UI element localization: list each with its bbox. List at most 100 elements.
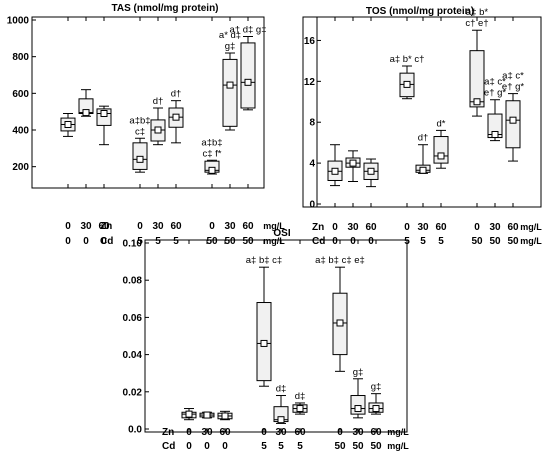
cd-value: 5 [261,441,267,452]
cd-row-label: Cd [100,236,113,247]
significance-label: e† g* [502,82,524,93]
zn-row-label: Zn [162,427,174,438]
cd-value: 5 [278,441,284,452]
mean-marker [331,167,339,175]
cd-value: 0 [204,441,210,452]
cd-value: 5 [155,236,161,247]
mean-marker [296,405,304,413]
cd-row-label: Cd [162,441,175,452]
significance-label: g‡ [225,41,236,52]
zn-value: 60 [507,222,519,233]
mean-marker [244,78,252,86]
plot-frame [144,239,408,433]
y-tick-label: 400 [12,126,29,137]
box-group: a† d‡ g‡ [230,25,266,111]
zn-value: 0 [474,222,480,233]
cd-unit: mg/L [387,441,409,451]
cd-value: 0 [350,236,356,247]
mean-marker [367,167,375,175]
box-group [327,144,343,187]
cd-value: 5 [297,441,303,452]
y-tick-label: 12 [304,77,316,88]
significance-label: a‡ b‡ c‡ e‡ [315,255,365,266]
box-group: g‡ [350,367,366,419]
y-tick-label: 8 [309,118,315,129]
box-group: d‡ [292,391,308,415]
significance-label: a‡ b‡ c‡ [246,255,282,266]
y-tick-label: 0.10 [123,239,143,250]
y-tick-label: 0.08 [123,276,143,287]
mean-marker [100,110,108,117]
zn-value: 0 [261,427,267,438]
y-tick-label: 0.0 [128,425,142,436]
zn-row-label: Zn [312,222,324,233]
significance-label: a‡ b* [466,7,488,18]
significance-label: g‡ [371,382,382,393]
mean-marker [354,405,362,413]
mean-marker [221,412,229,420]
zn-value: 60 [170,221,182,232]
mean-marker [203,411,211,419]
zn-value: 30 [275,427,287,438]
zn-value: 60 [294,427,306,438]
box-group [345,150,361,183]
significance-label: c† e† [465,18,488,29]
zn-unit: mg/L [520,222,542,232]
zn-value: 30 [489,222,501,233]
y-tick-label: 800 [12,52,29,63]
significance-label: c‡ f* [202,148,221,159]
mean-marker [208,166,216,174]
cd-value: 50 [370,441,382,452]
y-tick-label: 0 [309,200,315,211]
box-group: g‡a* d‡ [219,30,241,131]
zn-value: 0 [332,222,338,233]
mean-marker [185,410,193,418]
significance-label: d† [418,133,429,144]
mean-marker [509,116,517,124]
cd-unit: mg/L [520,236,542,246]
zn-value: 60 [435,222,447,233]
zn-value: 0 [209,221,215,232]
box-group [78,89,94,117]
y-tick-label: 1000 [7,16,30,27]
zn-unit: mg/L [387,427,409,437]
mean-marker [437,152,445,160]
mean-marker [403,80,411,88]
mean-marker [172,113,180,121]
box-group: d‡ [273,384,289,424]
mean-marker [82,109,90,117]
y-tick-label: 200 [12,162,29,173]
cd-value: 50 [352,441,364,452]
significance-label: e† g* [484,88,506,99]
cd-value: 5 [438,236,444,247]
mean-marker [64,121,72,128]
mean-marker [372,405,380,413]
y-tick-label: 0.04 [123,350,143,361]
box-group: d* [433,118,449,169]
significance-label: c‡ [135,126,145,137]
mean-marker [154,126,162,134]
cd-value: 0 [186,441,192,452]
mean-marker [136,155,144,163]
zn-value: 0 [137,221,143,232]
cd-value: 0 [83,236,89,247]
box-group: d† [415,133,431,174]
significance-label: d‡ [295,391,306,402]
significance-label: d† [153,96,164,107]
box-group: e† g*a‡ c* [502,71,524,162]
box-group [96,105,112,146]
panel-tas: TAS (nmol/mg protein)2004006008001000003… [7,3,286,247]
cd-value: 50 [471,236,483,247]
y-tick-label: 0.02 [123,387,143,398]
cd-value: 50 [242,236,254,247]
cd-value: 50 [489,236,501,247]
cd-value: 50 [334,441,346,452]
mean-marker [473,98,481,106]
mean-marker [349,159,357,167]
mean-marker [277,416,285,424]
significance-label: a‡b‡ [129,115,150,126]
box-group: e† g*a‡ c* [484,77,506,142]
box-group: a‡ b‡ c‡ e‡ [315,255,365,372]
